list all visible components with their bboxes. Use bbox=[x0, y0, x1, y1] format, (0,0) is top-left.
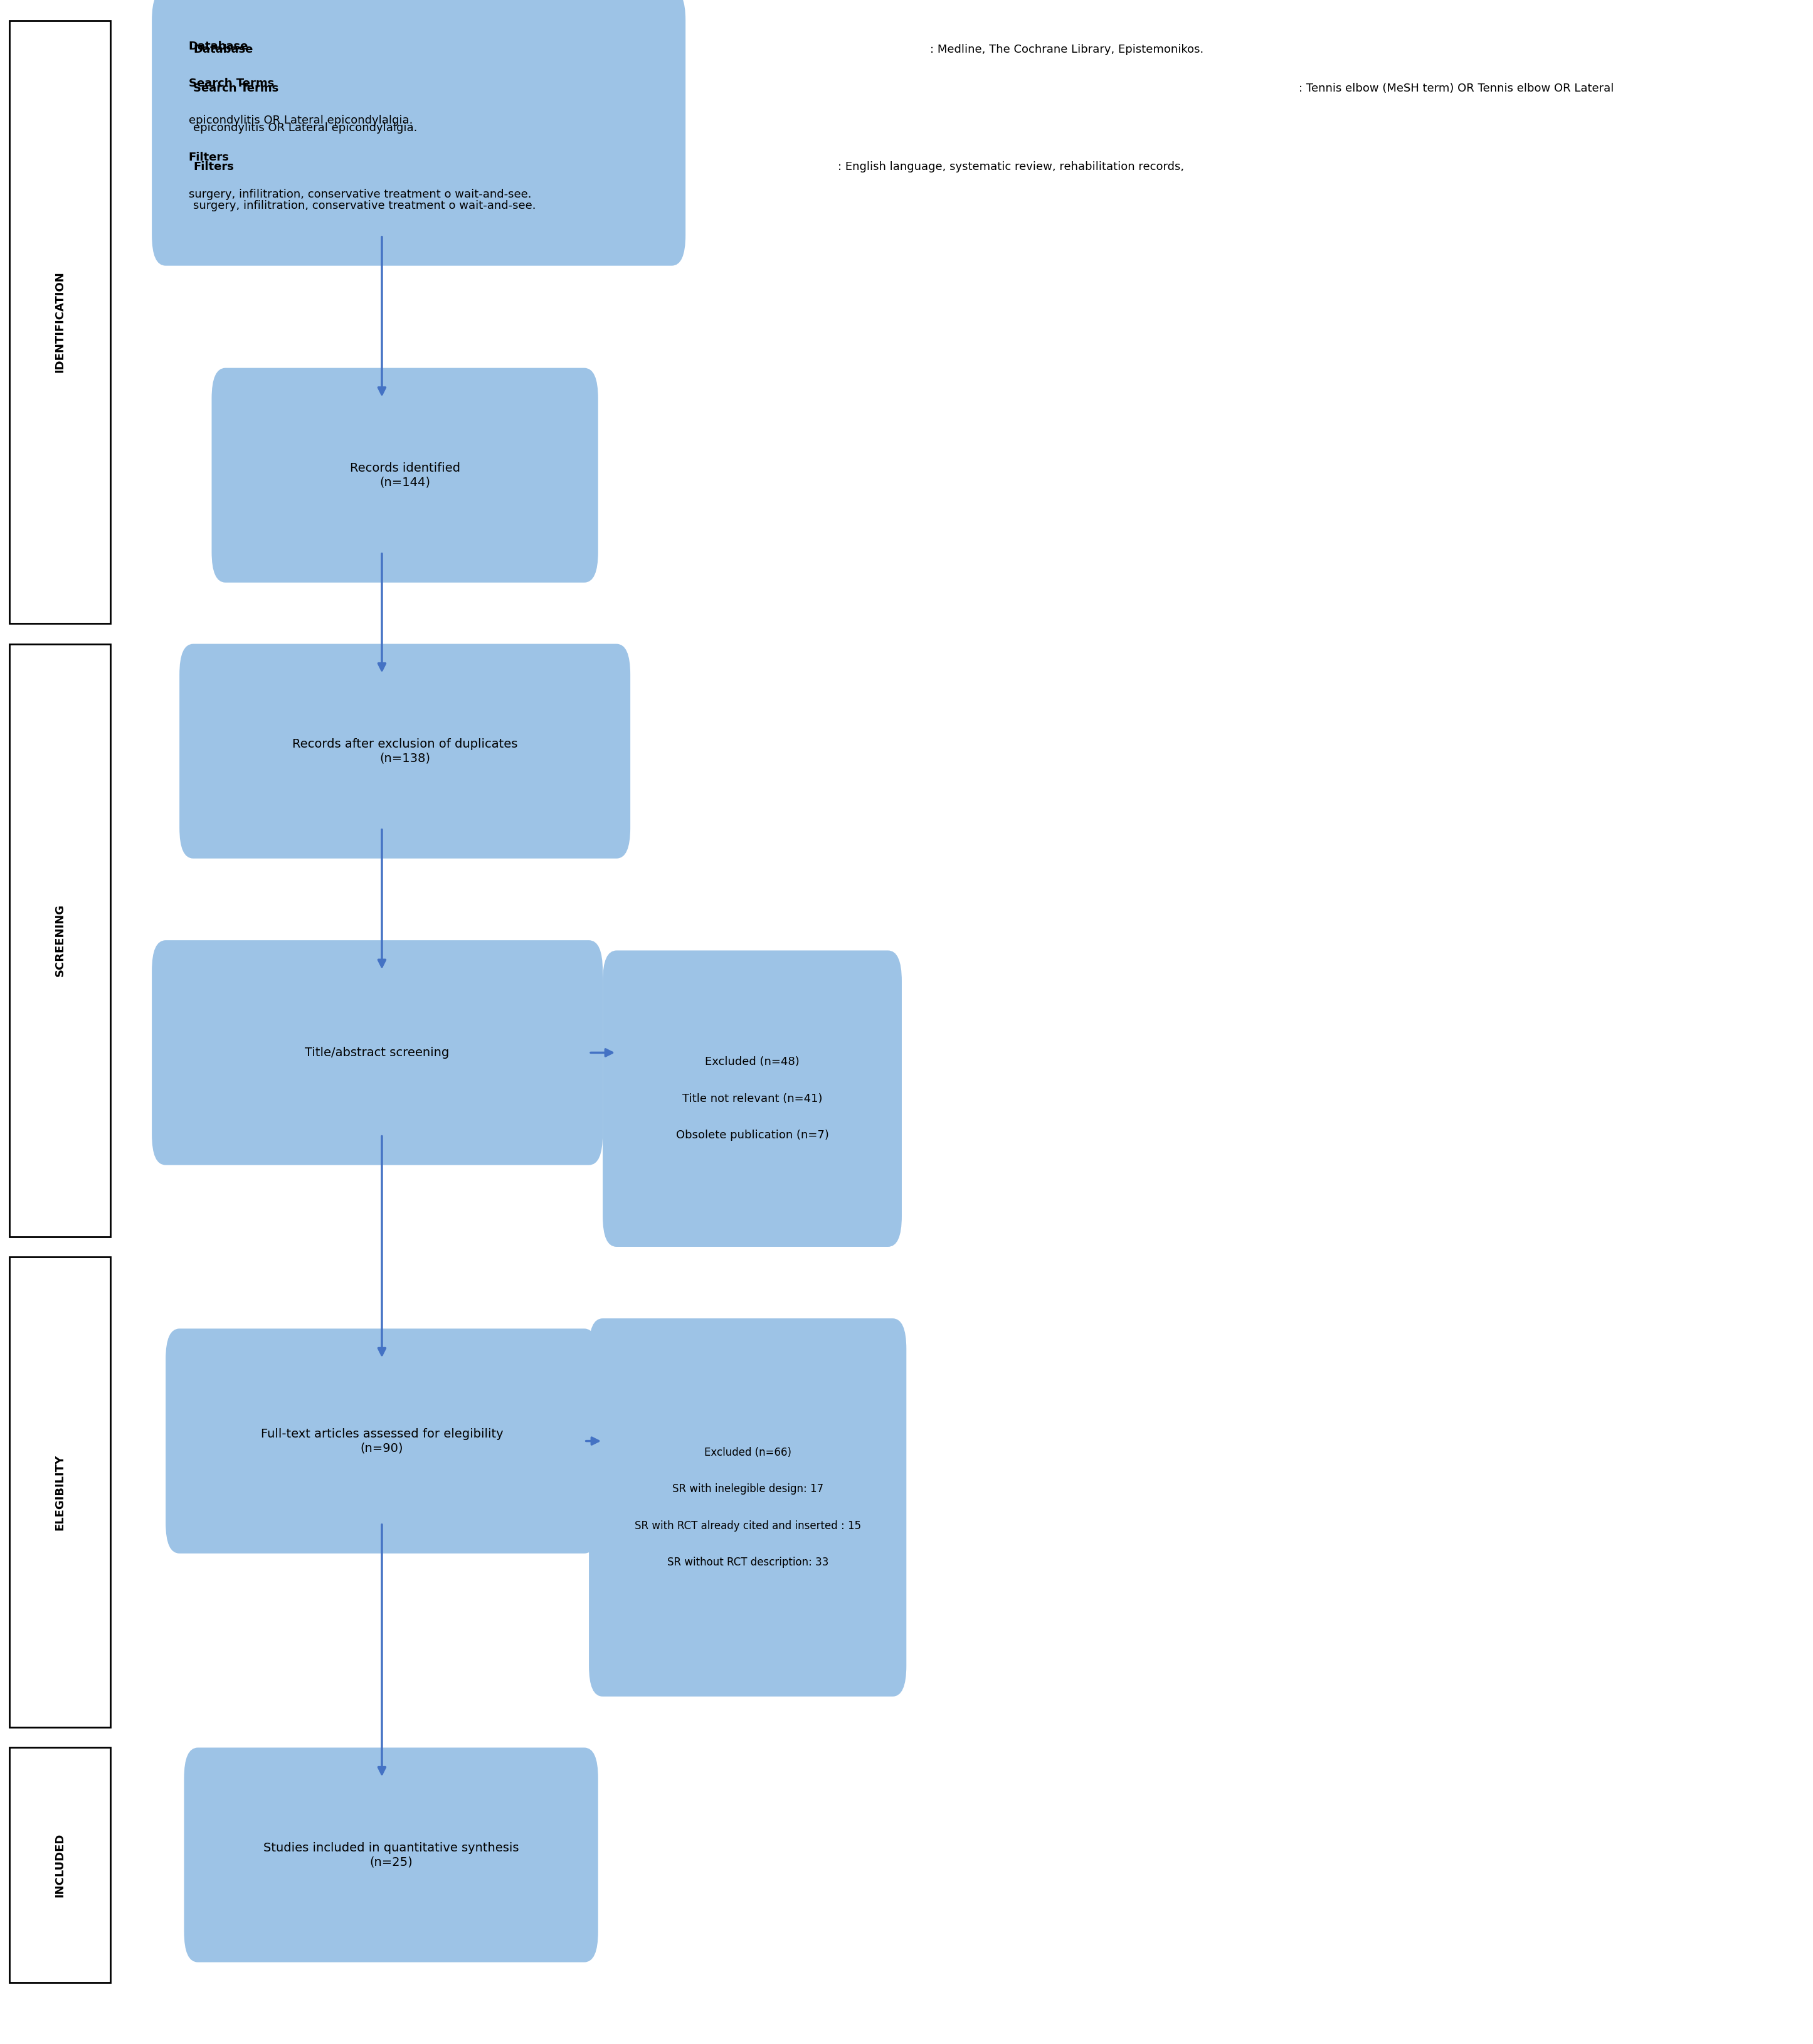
Text: Database: Medline, The Cochrane Library, Epistemonikos.: Database: Medline, The Cochrane Library,… bbox=[189, 41, 517, 51]
Text: INCLUDED: INCLUDED bbox=[54, 1833, 65, 1897]
Text: Records after exclusion of duplicates
(n=138): Records after exclusion of duplicates (n… bbox=[292, 738, 517, 764]
Text: Search Terms: Search Terms bbox=[189, 78, 274, 90]
Text: IDENTIFICATION: IDENTIFICATION bbox=[54, 272, 65, 372]
FancyBboxPatch shape bbox=[589, 1318, 906, 1697]
Bar bbox=[9, 644, 111, 1237]
Text: Excluded (n=66)

SR with inelegible design: 17

SR with RCT already cited and in: Excluded (n=66) SR with inelegible desig… bbox=[635, 1447, 861, 1568]
FancyBboxPatch shape bbox=[185, 1748, 598, 1962]
FancyBboxPatch shape bbox=[152, 940, 602, 1165]
FancyBboxPatch shape bbox=[179, 644, 631, 858]
Bar bbox=[9, 20, 111, 623]
Bar bbox=[9, 1257, 111, 1727]
Text: surgery, infilitration, conservative treatment o wait-and-see.: surgery, infilitration, conservative tre… bbox=[189, 188, 531, 200]
Text: Database: Database bbox=[189, 41, 248, 51]
Text: Filters: English language, systematic review, rehabilitation records,: Filters: English language, systematic re… bbox=[189, 151, 569, 164]
Text: epicondylitis OR Lateral epicondylalgia.: epicondylitis OR Lateral epicondylalgia. bbox=[194, 123, 417, 133]
Text: ELEGIBILITY: ELEGIBILITY bbox=[54, 1453, 65, 1531]
Text: Search Terms: Tennis elbow (MeSH term) OR Tennis elbow OR Lateral: Search Terms: Tennis elbow (MeSH term) O… bbox=[189, 78, 580, 90]
Text: Filters: Filters bbox=[189, 151, 228, 164]
Bar bbox=[9, 1748, 111, 1983]
Text: : Tennis elbow (MeSH term) OR Tennis elbow OR Lateral: : Tennis elbow (MeSH term) OR Tennis elb… bbox=[1298, 84, 1614, 94]
Text: Full-text articles assessed for elegibility
(n=90): Full-text articles assessed for elegibil… bbox=[261, 1429, 502, 1453]
Text: : English language, systematic review, rehabilitation records,: : English language, systematic review, r… bbox=[838, 161, 1184, 172]
Text: Studies included in quantitative synthesis
(n=25): Studies included in quantitative synthes… bbox=[263, 1842, 519, 1868]
Text: : Medline, The Cochrane Library, Epistemonikos.: : Medline, The Cochrane Library, Epistem… bbox=[930, 45, 1204, 55]
Text: Search Terms: Search Terms bbox=[194, 84, 279, 94]
Text: epicondylitis OR Lateral epicondylalgia.: epicondylitis OR Lateral epicondylalgia. bbox=[189, 114, 413, 127]
FancyBboxPatch shape bbox=[212, 368, 598, 583]
Text: Records identified
(n=144): Records identified (n=144) bbox=[350, 462, 461, 489]
Text: Database: Database bbox=[194, 45, 254, 55]
FancyBboxPatch shape bbox=[165, 1329, 598, 1553]
Text: SCREENING: SCREENING bbox=[54, 903, 65, 977]
Text: Excluded (n=48)

Title not relevant (n=41)

Obsolete publication (n=7): Excluded (n=48) Title not relevant (n=41… bbox=[676, 1057, 829, 1141]
Text: surgery, infilitration, conservative treatment o wait-and-see.: surgery, infilitration, conservative tre… bbox=[194, 200, 537, 211]
Text: Title/abstract screening: Title/abstract screening bbox=[305, 1047, 450, 1059]
FancyBboxPatch shape bbox=[152, 0, 685, 266]
Text: Filters: Filters bbox=[194, 161, 234, 172]
FancyBboxPatch shape bbox=[602, 950, 901, 1247]
